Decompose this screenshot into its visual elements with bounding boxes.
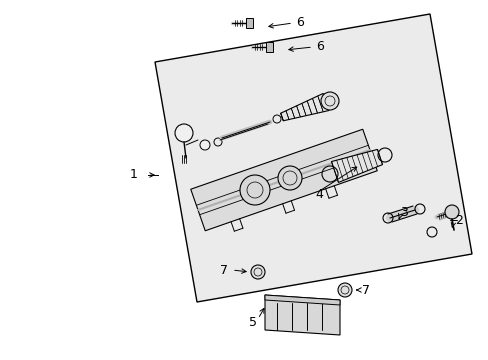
Text: 6: 6 <box>315 40 323 54</box>
Polygon shape <box>264 295 339 335</box>
Circle shape <box>200 140 209 150</box>
Circle shape <box>444 205 458 219</box>
Circle shape <box>337 283 351 297</box>
Circle shape <box>240 175 269 205</box>
Circle shape <box>320 92 338 110</box>
Text: 2: 2 <box>454 215 462 228</box>
Text: 3: 3 <box>399 206 407 219</box>
Text: 1: 1 <box>130 168 138 181</box>
Text: 7: 7 <box>361 284 369 297</box>
Circle shape <box>175 124 193 142</box>
Polygon shape <box>265 42 272 52</box>
Polygon shape <box>264 295 339 305</box>
Polygon shape <box>280 94 328 121</box>
Text: 5: 5 <box>248 315 257 328</box>
Text: 7: 7 <box>220 264 227 276</box>
Polygon shape <box>245 18 252 28</box>
Polygon shape <box>331 149 382 183</box>
Circle shape <box>250 265 264 279</box>
Text: 6: 6 <box>295 17 303 30</box>
Circle shape <box>278 166 302 190</box>
Text: 4: 4 <box>314 189 322 202</box>
Polygon shape <box>155 14 471 302</box>
Polygon shape <box>190 129 376 231</box>
